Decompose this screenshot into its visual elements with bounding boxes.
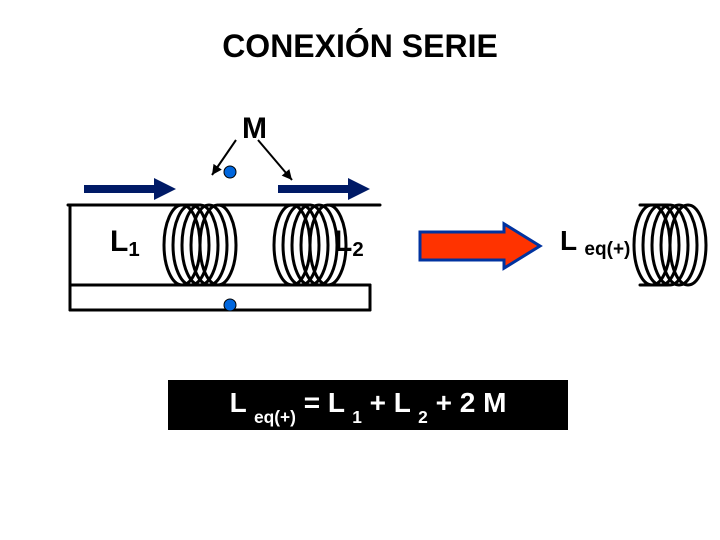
formula-text: L eq(+) = L 1 + L 2 + 2 M [230,387,507,424]
formula-box: L eq(+) = L 1 + L 2 + 2 M [168,380,568,430]
schematic-svg [0,0,720,540]
diagram-canvas: CONEXIÓN SERIE M L1 L2 L eq(+) L eq(+) =… [0,0,720,540]
